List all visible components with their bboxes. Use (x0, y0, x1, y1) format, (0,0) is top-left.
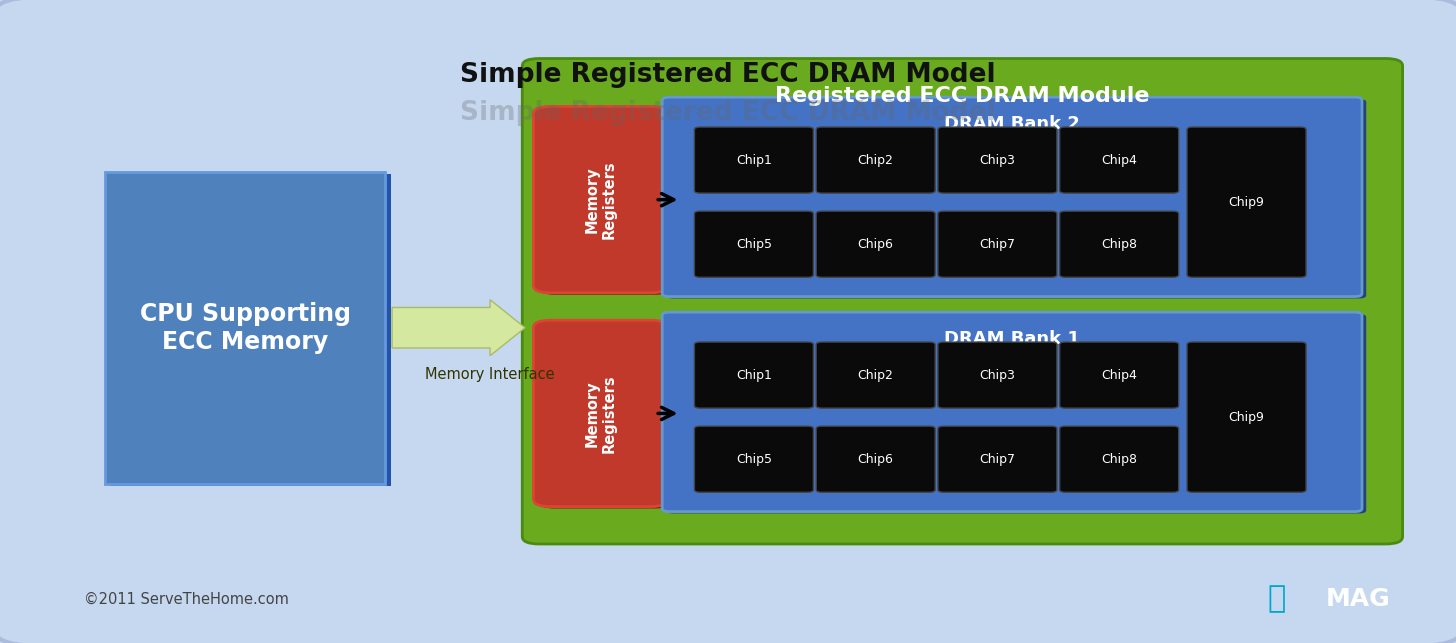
Text: Memory
Registers: Memory Registers (584, 160, 617, 239)
FancyBboxPatch shape (695, 211, 814, 277)
Text: Chip3: Chip3 (980, 154, 1015, 167)
Text: Chip4: Chip4 (1101, 154, 1137, 167)
FancyBboxPatch shape (938, 426, 1057, 493)
FancyBboxPatch shape (817, 426, 935, 493)
Text: Chip3: Chip3 (980, 368, 1015, 381)
FancyBboxPatch shape (938, 127, 1057, 193)
FancyBboxPatch shape (938, 211, 1057, 277)
Text: Simple Registered ECC DRAM Model: Simple Registered ECC DRAM Model (460, 100, 996, 126)
Text: CPU Supporting
ECC Memory: CPU Supporting ECC Memory (140, 302, 351, 354)
Text: ©2011 ServeTheHome.com: ©2011 ServeTheHome.com (84, 592, 290, 606)
FancyBboxPatch shape (1187, 127, 1306, 277)
FancyArrow shape (392, 300, 526, 356)
FancyBboxPatch shape (662, 97, 1361, 296)
Text: Chip2: Chip2 (858, 368, 894, 381)
Text: Chip5: Chip5 (735, 238, 772, 251)
FancyBboxPatch shape (695, 426, 814, 493)
FancyBboxPatch shape (523, 59, 1402, 544)
Text: Chip9: Chip9 (1229, 195, 1264, 209)
Text: Chip4: Chip4 (1101, 368, 1137, 381)
FancyBboxPatch shape (1060, 426, 1179, 493)
Text: Memory Interface: Memory Interface (425, 367, 555, 382)
FancyBboxPatch shape (533, 107, 668, 293)
Text: Chip7: Chip7 (980, 238, 1015, 251)
Text: Chip6: Chip6 (858, 453, 894, 466)
Text: Chip8: Chip8 (1101, 238, 1137, 251)
FancyBboxPatch shape (817, 342, 935, 408)
Text: Chip8: Chip8 (1101, 453, 1137, 466)
FancyBboxPatch shape (938, 342, 1057, 408)
FancyBboxPatch shape (111, 174, 390, 486)
FancyBboxPatch shape (105, 172, 384, 484)
Text: Ⓟ: Ⓟ (1268, 584, 1286, 613)
Text: Chip6: Chip6 (858, 238, 894, 251)
Text: Memory
Registers: Memory Registers (584, 374, 617, 453)
FancyBboxPatch shape (533, 320, 668, 507)
Text: DRAM Bank 1: DRAM Bank 1 (943, 330, 1080, 348)
Text: Simple Registered ECC DRAM Model: Simple Registered ECC DRAM Model (460, 62, 996, 88)
FancyBboxPatch shape (1060, 342, 1179, 408)
Text: Chip1: Chip1 (735, 154, 772, 167)
Text: Registered ECC DRAM Module: Registered ECC DRAM Module (775, 86, 1150, 106)
FancyBboxPatch shape (667, 314, 1366, 514)
Text: Chip9: Chip9 (1229, 411, 1264, 424)
Text: Chip2: Chip2 (858, 154, 894, 167)
Text: Chip1: Chip1 (735, 368, 772, 381)
FancyBboxPatch shape (1187, 342, 1306, 493)
FancyBboxPatch shape (537, 322, 673, 509)
FancyBboxPatch shape (1060, 211, 1179, 277)
Text: DRAM Bank 2: DRAM Bank 2 (943, 115, 1080, 133)
Text: Chip7: Chip7 (980, 453, 1015, 466)
FancyBboxPatch shape (695, 342, 814, 408)
FancyBboxPatch shape (695, 127, 814, 193)
FancyBboxPatch shape (667, 99, 1366, 298)
Text: Chip5: Chip5 (735, 453, 772, 466)
FancyBboxPatch shape (817, 127, 935, 193)
FancyBboxPatch shape (817, 211, 935, 277)
FancyBboxPatch shape (1060, 127, 1179, 193)
FancyBboxPatch shape (537, 109, 673, 294)
FancyBboxPatch shape (662, 312, 1361, 512)
Text: MAG: MAG (1325, 587, 1390, 611)
